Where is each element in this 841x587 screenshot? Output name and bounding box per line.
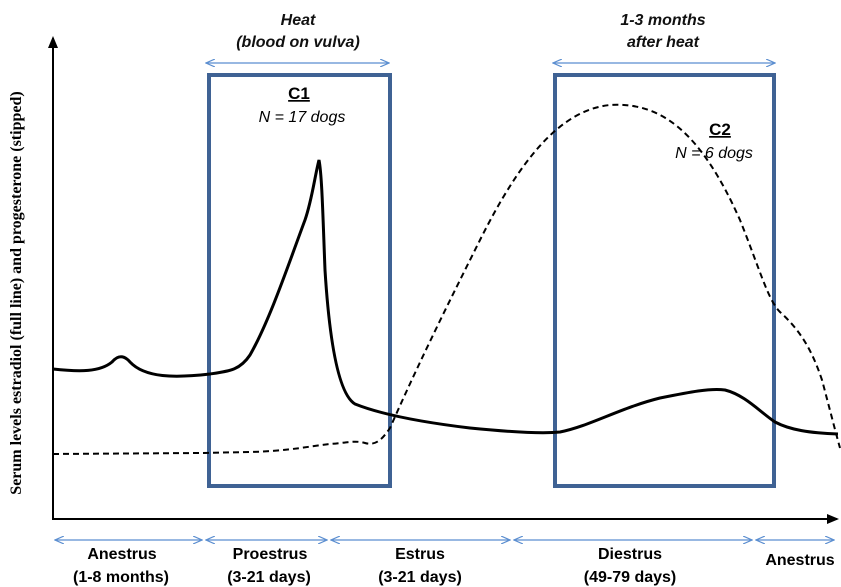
y-axis-label: Serum levels estradiol (full line) and p… [8, 91, 25, 494]
phase-label-anestrus: Anestrus [87, 546, 156, 563]
phase-duration-anestrus: (1-8 months) [73, 569, 169, 586]
c2-box [553, 73, 776, 488]
phase-label-estrus: Estrus [395, 546, 445, 563]
c1-subtitle: N = 17 dogs [259, 109, 346, 126]
c1-title: C1 [288, 84, 310, 103]
heat-header-line2: (blood on vulva) [236, 34, 360, 51]
after-heat-header-line2: after heat [627, 34, 700, 51]
c1-box [207, 73, 392, 488]
phase-duration-diestrus: (49-79 days) [584, 569, 677, 586]
phase-label-proestrus: Proestrus [233, 546, 308, 563]
estradiol-curve [52, 159, 839, 436]
after-heat-header-line1: 1-3 months [620, 12, 705, 29]
phase-label-anestrus-2: Anestrus [765, 552, 834, 569]
phase-duration-estrus: (3-21 days) [378, 569, 462, 586]
c2-title: C2 [709, 120, 731, 139]
progesterone-curve [52, 103, 841, 455]
phase-duration-proestrus: (3-21 days) [227, 569, 311, 586]
phase-label-diestrus: Diestrus [598, 546, 662, 563]
c2-subtitle: N = 6 dogs [675, 145, 753, 162]
heat-header-line1: Heat [281, 12, 316, 29]
